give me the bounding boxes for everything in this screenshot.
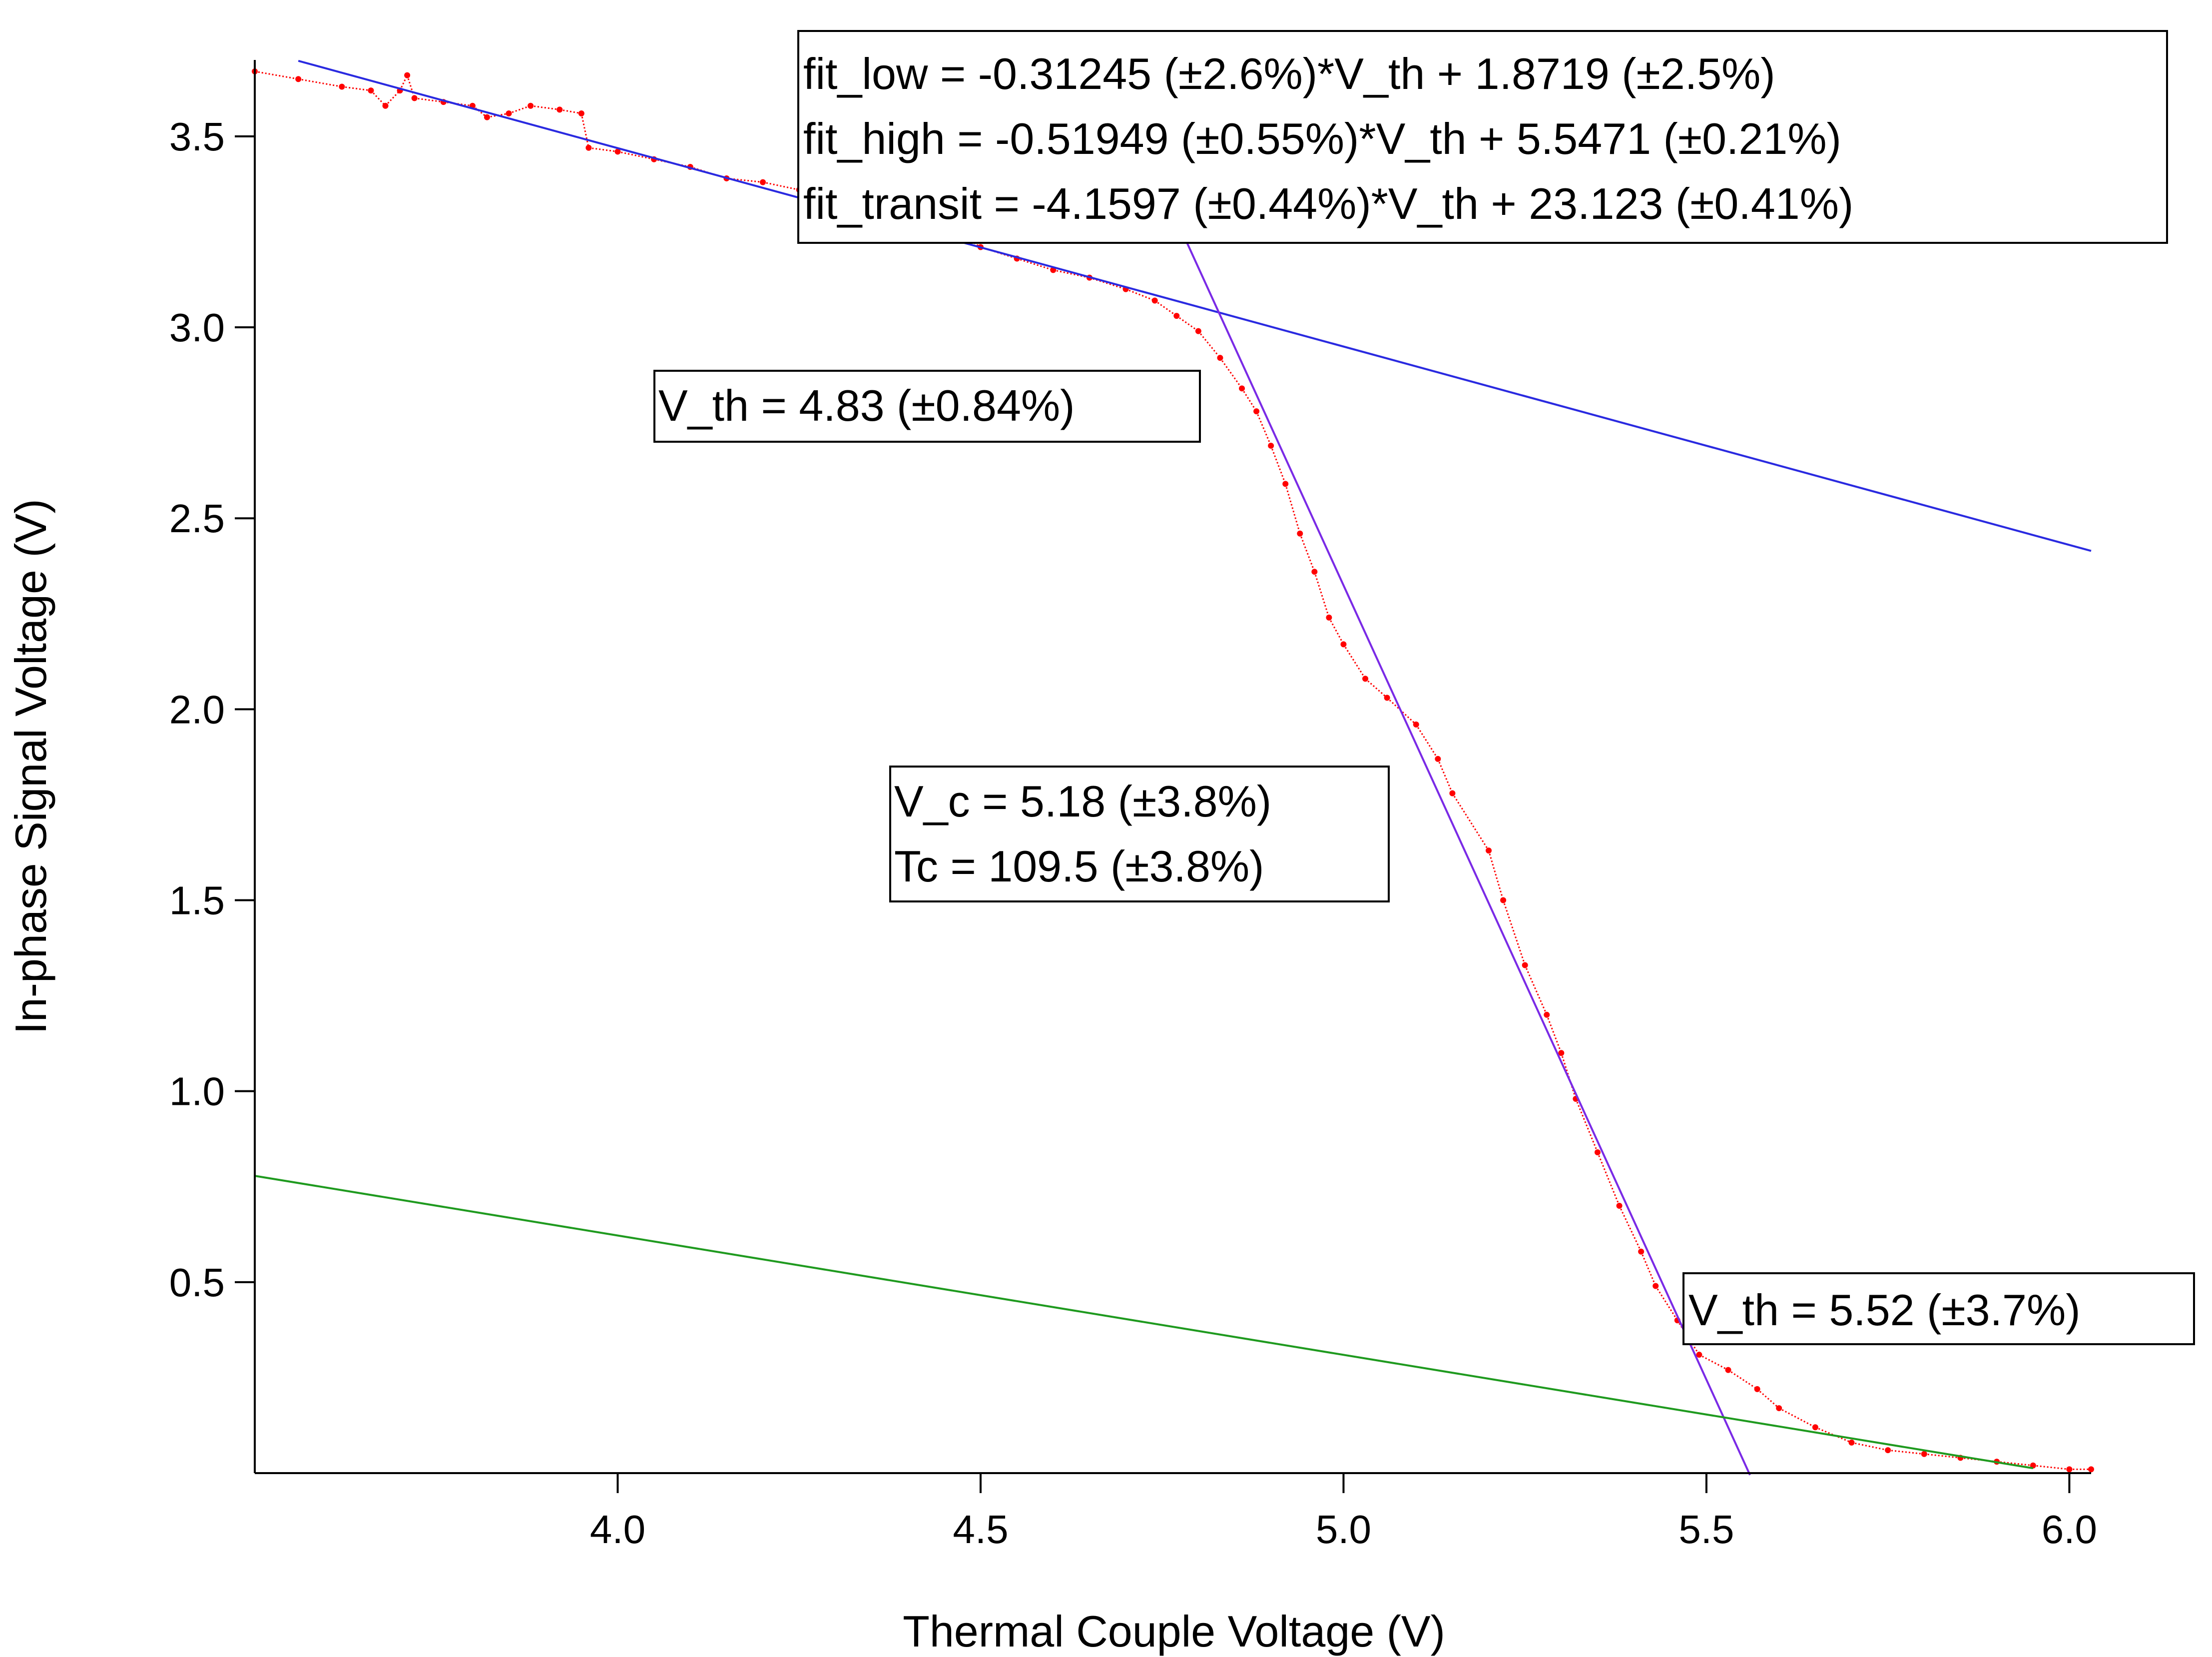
data-trace-segment	[2033, 1465, 2070, 1470]
data-trace-segment	[1851, 1442, 1888, 1451]
vc-box: V_c = 5.18 (±3.8%) Tc = 109.5 (±3.8%)	[889, 766, 1390, 902]
data-trace-segment	[342, 86, 371, 91]
y-tick-label: 2.5	[169, 496, 225, 541]
data-trace-segment	[1452, 793, 1490, 851]
data-trace-segment	[414, 97, 444, 103]
data-trace-segment	[726, 177, 763, 183]
y-tick-label: 3.0	[169, 305, 225, 350]
plot-area	[252, 59, 2094, 1476]
data-trace-segment	[1778, 1407, 1816, 1428]
data-trace-segment	[762, 181, 800, 191]
y-axis-title: In-phase Signal Voltage (V)	[6, 499, 55, 1034]
fit-equation-box-frame	[797, 30, 2168, 244]
fit-line-fit-low	[298, 59, 2092, 552]
x-axis-title: Thermal Couple Voltage (V)	[903, 1607, 1445, 1656]
data-trace-segment	[1560, 1052, 1577, 1099]
vth-upper-box-frame	[653, 370, 1201, 443]
axes	[254, 60, 2091, 1474]
data-trace-segment	[1241, 388, 1257, 412]
data-trace-segment	[1219, 357, 1243, 389]
x-tick-label: 5.5	[1678, 1507, 1734, 1552]
y-tick-label: 1.5	[169, 878, 225, 923]
data-trace-segment	[509, 105, 531, 114]
x-tick-label: 6.0	[2042, 1507, 2097, 1552]
y-tick-label: 2.0	[169, 687, 225, 732]
data-trace-segment	[1328, 617, 1344, 645]
tc-label: Tc = 109.5 (±3.8%)	[894, 841, 1264, 891]
data-trace-segment	[1343, 644, 1366, 680]
data-trace-segment	[580, 113, 589, 148]
data-trace-segment	[1386, 697, 1417, 726]
data-trace-segment	[1597, 1152, 1620, 1206]
fit-equation-box: fit_low = -0.31245 (±2.6%)*V_th + 1.8719…	[797, 30, 2168, 244]
data-trace-segment	[385, 90, 401, 106]
data-trace-segment	[1640, 1251, 1657, 1287]
data-trace-segment	[472, 105, 488, 118]
data-trace-segment	[980, 246, 1018, 259]
data-trace-segment	[1815, 1426, 1852, 1444]
x-tick-label: 5.0	[1316, 1507, 1371, 1552]
data-trace-segment	[1176, 315, 1199, 332]
y-tick-label: 3.5	[169, 114, 225, 159]
data-trace-segment	[406, 75, 416, 98]
data-trace-segment	[588, 147, 618, 152]
vth-lower-label: V_th = 5.52 (±3.7%)	[1688, 1285, 2081, 1335]
data-trace-segment	[1197, 330, 1221, 359]
data-trace-segment	[1299, 533, 1315, 572]
vth-lower-box: V_th = 5.52 (±3.7%)	[1682, 1272, 2195, 1345]
vc-box-frame	[889, 766, 1390, 902]
data-trace-segment	[1488, 850, 1504, 900]
data-trace-segment	[617, 150, 654, 160]
vth-upper-box: V_th = 4.83 (±0.84%)	[653, 370, 1201, 443]
data-trace-segment	[1888, 1449, 1924, 1455]
data-trace-segment	[1619, 1205, 1642, 1252]
vc-label: V_c = 5.18 (±3.8%)	[894, 777, 1271, 826]
data-trace-segment	[1365, 678, 1388, 699]
data-trace-segment	[1996, 1461, 2033, 1467]
data-trace-segment	[399, 74, 408, 91]
fit-low-equation: fit_low = -0.31245 (±2.6%)*V_th + 1.8719…	[803, 49, 1775, 98]
data-trace-segment	[1053, 269, 1090, 279]
y-tick-label: 1.0	[169, 1069, 225, 1114]
data-trace-segment	[1089, 277, 1126, 290]
data-trace-segment	[1502, 900, 1526, 965]
data-trace-segment	[559, 108, 582, 114]
data-trace-segment	[1313, 571, 1330, 618]
x-tick-label: 4.5	[953, 1507, 1008, 1552]
data-trace-segment	[1415, 724, 1439, 760]
fit-transit-equation: fit_transit = -4.1597 (±0.44%)*V_th + 23…	[803, 179, 1853, 228]
data-trace-segment	[1437, 759, 1453, 794]
y-tick-label: 0.5	[169, 1260, 225, 1305]
data-trace-segment	[1017, 258, 1054, 271]
data-trace-segment	[1756, 1388, 1780, 1409]
data-trace-segment	[1575, 1098, 1599, 1153]
data-trace-segment	[254, 70, 299, 80]
data-trace-segment	[1924, 1453, 1961, 1459]
fit-line-fit-high	[254, 1175, 2034, 1470]
data-trace-segment	[370, 90, 386, 106]
data-trace-segment	[1727, 1369, 1758, 1390]
data-trace-segment	[298, 78, 342, 87]
data-trace-segment	[1698, 1354, 1729, 1371]
data-trace-segment	[1255, 411, 1272, 446]
data-trace-segment	[1284, 483, 1301, 534]
data-trace-segment	[1154, 300, 1177, 317]
x-tick-label: 4.0	[590, 1507, 645, 1552]
fit-line-fit-transit	[1182, 235, 1751, 1476]
vth-upper-label: V_th = 4.83 (±0.84%)	[658, 381, 1075, 430]
vth-lower-box-frame	[1682, 1272, 2195, 1345]
data-trace-segment	[530, 105, 560, 110]
fit-high-equation: fit_high = -0.51949 (±0.55%)*V_th + 5.54…	[803, 114, 1841, 163]
ticks: 4.0 4.5 5.0 5.5 6.0 0.5 1.0 1.5 2.0 2.5 3.0 3.5	[169, 114, 2097, 1552]
